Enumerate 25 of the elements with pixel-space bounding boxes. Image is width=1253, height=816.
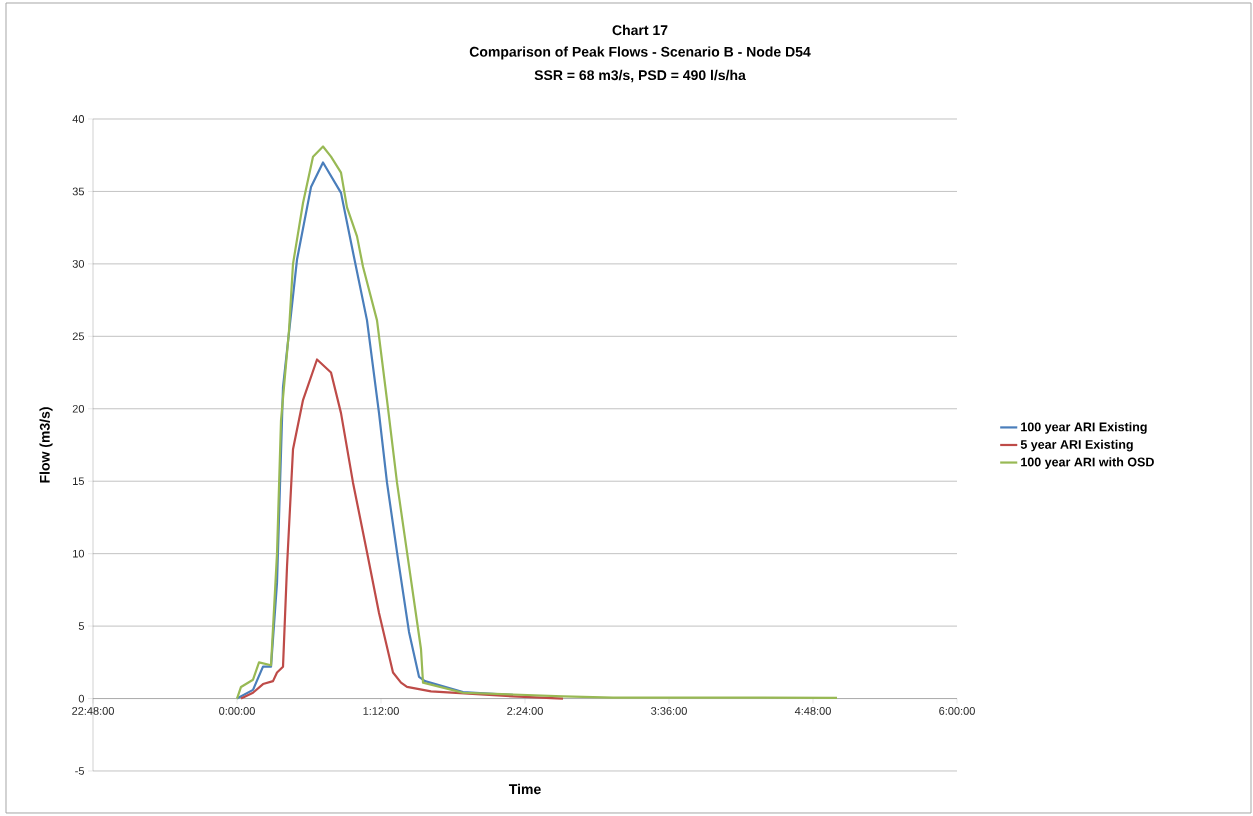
y-tick-label: 40 (72, 115, 85, 123)
x-tick-label: 22:48:00 (72, 707, 114, 715)
y-tick-label: 25 (72, 332, 84, 341)
x-tick-label: 4:48:00 (794, 707, 831, 715)
y-tick-label: -5 (75, 767, 84, 775)
legend-label: 5 year ARI Existing (1020, 439, 1133, 452)
y-tick-label: 0 (78, 694, 85, 703)
y-tick-label: 30 (72, 260, 85, 268)
y-axis-title: Flow (m3/s) (39, 407, 53, 483)
legend-label: 100 year ARI with OSD (1021, 457, 1154, 469)
y-tick-label: 5 (78, 622, 84, 630)
x-tick-label: 2:24:00 (507, 707, 543, 715)
x-tick-label: 0:00:00 (219, 707, 255, 715)
y-tick-label: 35 (72, 187, 84, 196)
x-tick-label: 6:00:00 (939, 707, 975, 715)
chart-title: Chart 17 (612, 24, 668, 36)
y-tick-label: 20 (72, 404, 85, 413)
x-tick-label: 3:36:00 (651, 707, 687, 715)
chart-subtitle: Comparison of Peak Flows - Scenario B - Node D54 (469, 46, 811, 60)
x-axis-title: Time (508, 783, 541, 795)
y-tick-label: 10 (73, 549, 85, 558)
x-tick-label: 1:12:00 (363, 707, 399, 715)
legend-label: 100 year ARI Existing (1021, 422, 1147, 434)
y-tick-label: 15 (73, 477, 84, 486)
text: SSR = 68 m3/s, PSD = 490 l/s/ha (534, 69, 746, 83)
